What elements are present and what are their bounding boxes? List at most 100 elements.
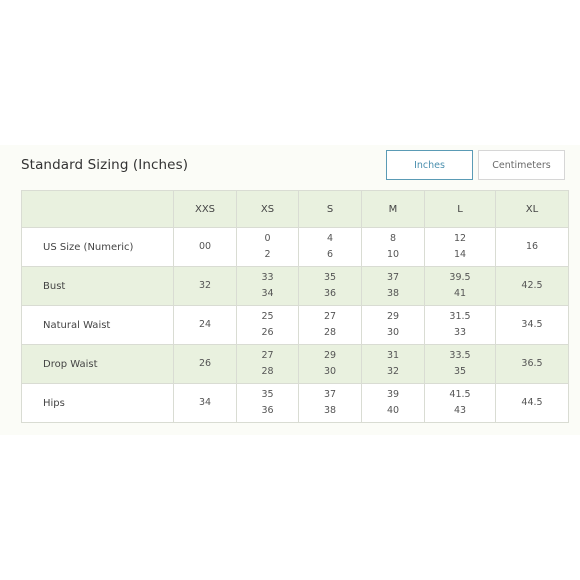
cell-value: 28 (323, 327, 337, 338)
cell-value: 25 (261, 311, 274, 322)
cell-value: 27 (323, 311, 337, 322)
cell-value: 26 (198, 358, 212, 369)
cell-value: 2 (264, 249, 271, 260)
table-row: US Size (Numeric) 00 0 2 4 6 8 10 12 14 16 (21, 227, 569, 267)
cell-value: 35 (323, 272, 337, 283)
cell-value: 00 (198, 241, 212, 252)
table-cell: 31 32 (361, 344, 425, 384)
size-table: XXS XS S M L XL US Size (Numeric) 00 0 2 4 6 8… (21, 190, 569, 423)
cell-value: 33 (261, 272, 274, 283)
table-cell: 24 (173, 305, 237, 345)
row-label: US Size (Numeric) (21, 227, 174, 267)
table-row: Drop Waist 26 27 28 29 30 31 32 33.5 35 36.5 (21, 344, 569, 384)
cell-value: 29 (323, 350, 337, 361)
table-cell: 00 (173, 227, 237, 267)
table-cell: 42.5 (495, 266, 569, 306)
column-header-l: L (424, 190, 496, 228)
cell-value: 42.5 (521, 280, 543, 291)
table-cell: 35 36 (236, 383, 299, 423)
row-label: Hips (21, 383, 174, 423)
table-cell: 29 30 (361, 305, 425, 345)
cell-value: 36.5 (521, 358, 543, 369)
cell-value: 32 (386, 366, 400, 377)
table-cell: 12 14 (424, 227, 496, 267)
table-cell: 31.5 33 (424, 305, 496, 345)
cell-value: 41.5 (449, 389, 471, 400)
cell-value: 26 (261, 327, 274, 338)
column-header-blank (21, 190, 174, 228)
table-cell: 33.5 35 (424, 344, 496, 384)
table-cell: 39.5 41 (424, 266, 496, 306)
row-label: Natural Waist (21, 305, 174, 345)
column-header-xs: XS (236, 190, 299, 228)
cell-value: 37 (386, 272, 400, 283)
table-cell: 39 40 (361, 383, 425, 423)
inches-toggle-button[interactable]: Inches (386, 150, 473, 180)
table-cell: 37 38 (361, 266, 425, 306)
column-header-xl: XL (495, 190, 569, 228)
cell-value: 44.5 (521, 397, 543, 408)
row-label: Bust (21, 266, 174, 306)
table-cell: 29 30 (298, 344, 362, 384)
table-cell: 8 10 (361, 227, 425, 267)
table-cell: 33 34 (236, 266, 299, 306)
column-header-s: S (298, 190, 362, 228)
table-cell: 26 (173, 344, 237, 384)
table-cell: 41.5 43 (424, 383, 496, 423)
table-cell: 44.5 (495, 383, 569, 423)
cell-value: 33.5 (449, 350, 471, 361)
table-row: Natural Waist 24 25 26 27 28 29 30 31.5 33 34.5 (21, 305, 569, 345)
page-title: Standard Sizing (Inches) (21, 157, 189, 173)
cell-value: 35 (261, 389, 274, 400)
cell-value: 36 (323, 288, 337, 299)
cell-value: 10 (386, 249, 400, 260)
cell-value: 33 (453, 327, 467, 338)
table-cell: 34 (173, 383, 237, 423)
table-cell: 37 38 (298, 383, 362, 423)
centimeters-toggle-button[interactable]: Centimeters (478, 150, 565, 180)
cell-value: 34.5 (521, 319, 543, 330)
cell-value: 8 (389, 233, 397, 244)
cell-value: 31 (386, 350, 400, 361)
cell-value: 28 (261, 366, 274, 377)
cell-value: 38 (323, 405, 337, 416)
cell-value: 24 (198, 319, 212, 330)
table-header-row: XXS XS S M L XL (21, 190, 569, 228)
cell-value: 14 (453, 249, 467, 260)
cell-value: 35 (453, 366, 467, 377)
cell-value: 39 (386, 389, 400, 400)
cell-value: 39.5 (449, 272, 471, 283)
cell-value: 43 (453, 405, 467, 416)
cell-value: 38 (386, 288, 400, 299)
cell-value: 34 (261, 288, 274, 299)
row-label: Drop Waist (21, 344, 174, 384)
table-cell: 36.5 (495, 344, 569, 384)
cell-value: 36 (261, 405, 274, 416)
cell-value: 4 (326, 233, 334, 244)
table-cell: 34.5 (495, 305, 569, 345)
cell-value: 40 (386, 405, 400, 416)
table-cell: 35 36 (298, 266, 362, 306)
table-cell: 25 26 (236, 305, 299, 345)
cell-value: 0 (264, 233, 271, 244)
cell-value: 12 (453, 233, 467, 244)
cell-value: 37 (323, 389, 337, 400)
cell-value: 32 (198, 280, 212, 291)
column-header-xxs: XXS (173, 190, 237, 228)
cell-value: 30 (386, 327, 400, 338)
cell-value: 27 (261, 350, 274, 361)
cell-value: 31.5 (449, 311, 471, 322)
cell-value: 41 (453, 288, 467, 299)
cell-value: 30 (323, 366, 337, 377)
cell-value: 16 (525, 241, 539, 252)
cell-value: 6 (326, 249, 334, 260)
table-cell: 27 28 (298, 305, 362, 345)
table-cell: 32 (173, 266, 237, 306)
cell-value: 29 (386, 311, 400, 322)
table-cell: 16 (495, 227, 569, 267)
column-header-m: M (361, 190, 425, 228)
table-cell: 27 28 (236, 344, 299, 384)
table-row: Hips 34 35 36 37 38 39 40 41.5 43 44.5 (21, 383, 569, 423)
